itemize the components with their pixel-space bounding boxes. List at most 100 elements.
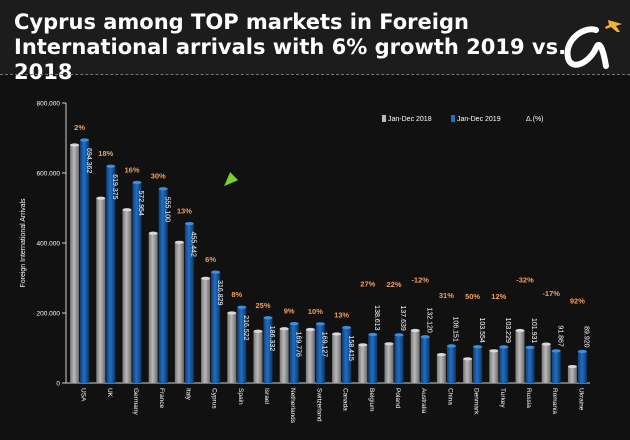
growth-label: 13%: [177, 207, 192, 216]
x-tick-label: UK: [106, 388, 113, 398]
bar-2019-cap: [420, 335, 430, 339]
growth-label: 25%: [255, 301, 270, 310]
chart-title: Cyprus among TOP markets in Foreign Inte…: [14, 10, 567, 84]
bar-2019: [158, 188, 168, 383]
bar-2018-cap: [122, 208, 132, 212]
x-tick-label: Netherlands: [289, 388, 296, 424]
bar-2018: [70, 145, 80, 383]
x-tick-label: France: [158, 388, 165, 409]
data-label: 106.151: [452, 317, 459, 342]
data-label: 169.776: [294, 332, 301, 357]
growth-label: 18%: [98, 149, 113, 158]
logo-plane-icon: [605, 20, 622, 32]
data-label: 158.415: [347, 336, 354, 361]
data-label: 169.127: [321, 332, 328, 357]
bar-2018-cap: [410, 328, 420, 333]
bar-2019-cap: [132, 180, 142, 185]
bar-2018: [489, 350, 499, 383]
growth-label: 13%: [334, 311, 349, 320]
bar-2019: [315, 323, 325, 383]
growth-label: 8%: [231, 290, 242, 299]
bar-2018: [567, 366, 577, 383]
bar-2018-cap: [148, 231, 158, 235]
data-label: 137.639: [399, 306, 406, 331]
growth-label: 31%: [439, 291, 454, 300]
bar-2018: [174, 242, 184, 383]
bar-2019-cap: [368, 332, 378, 337]
bar-2018-cap: [358, 343, 368, 347]
bar-2019: [551, 350, 561, 383]
bar-2019: [289, 323, 299, 383]
bar-2018: [122, 209, 132, 383]
growth-label: 2%: [74, 123, 85, 132]
bar-2018-cap: [279, 327, 289, 331]
x-tick-label: Russia: [525, 388, 532, 408]
x-tick-label: China: [446, 388, 453, 405]
bar-2019: [368, 334, 378, 383]
growth-label: 22%: [386, 280, 401, 289]
x-tick-label: Ukraine: [577, 388, 584, 411]
bar-2018-cap: [227, 311, 237, 315]
growth-label: 30%: [151, 172, 166, 181]
bar-2019: [577, 351, 587, 383]
bar-2018-cap: [541, 342, 551, 346]
bar-2019: [80, 139, 90, 383]
growth-label: -12%: [411, 276, 429, 285]
bar-2019-cap: [289, 321, 299, 326]
y-tick-label: 400.000: [37, 241, 61, 248]
bar-2019-cap: [211, 270, 221, 274]
legend-label-2019: Jan-Dec 2019: [457, 116, 501, 123]
growth-label: -17%: [542, 289, 560, 298]
bar-2019: [237, 307, 247, 383]
bar-2018-cap: [70, 143, 80, 147]
logo-alpha-curve: [564, 26, 609, 69]
bar-2018: [253, 331, 263, 383]
bar-2019-cap: [184, 221, 194, 226]
x-tick-label: Belgium: [368, 388, 375, 411]
x-tick-label: Cyprus: [211, 388, 218, 409]
bar-2018: [410, 330, 420, 383]
bar-2019: [263, 317, 273, 383]
y-tick-label: 800.000: [37, 101, 61, 108]
data-label: 138.613: [373, 305, 380, 330]
legend-swatch-2018: [382, 115, 386, 122]
growth-label: 12%: [491, 292, 506, 301]
highlight-arrow-icon: [224, 166, 245, 187]
x-tick-label: Australia: [420, 388, 427, 414]
bar-2018-cap: [174, 240, 184, 244]
x-tick-label: USA: [80, 388, 87, 402]
bar-2019: [211, 272, 221, 383]
bar-2019-cap: [342, 325, 352, 330]
bar-2018-cap: [436, 353, 446, 357]
bar-2018-cap: [253, 329, 263, 333]
bar-2019-cap: [551, 349, 561, 353]
x-tick-label: Spain: [237, 388, 244, 405]
x-tick-label: Israel: [263, 388, 270, 404]
header-band: [0, 0, 630, 74]
bar-2019: [342, 327, 352, 383]
bar-2019-cap: [394, 333, 404, 337]
bar-2019-cap: [315, 322, 325, 326]
bar-2019-cap: [446, 344, 456, 348]
bar-2019-cap: [499, 345, 509, 349]
bar-2019-cap: [80, 138, 90, 142]
bar-2018: [463, 358, 473, 383]
x-tick-label: Switzerland: [315, 388, 322, 422]
bar-2019: [525, 347, 535, 383]
bar-2019: [106, 166, 116, 383]
growth-label: 10%: [308, 307, 323, 316]
x-tick-label: Denmark: [473, 388, 480, 415]
data-label: 216.522: [242, 315, 249, 340]
y-axis-label: Foreign International Arrivals: [20, 198, 27, 288]
growth-label: -32%: [516, 276, 534, 285]
x-tick-label: Romania: [551, 388, 558, 414]
bar-2019: [499, 346, 509, 383]
bar-2018: [148, 233, 158, 383]
data-label: 619.375: [111, 174, 118, 199]
data-label: 186.332: [268, 326, 275, 351]
bar-2018-cap: [489, 349, 499, 353]
x-tick-label: Canada: [342, 388, 349, 411]
bar-2018: [436, 354, 446, 383]
bar-2019-cap: [525, 345, 535, 349]
growth-label: 50%: [465, 292, 480, 301]
